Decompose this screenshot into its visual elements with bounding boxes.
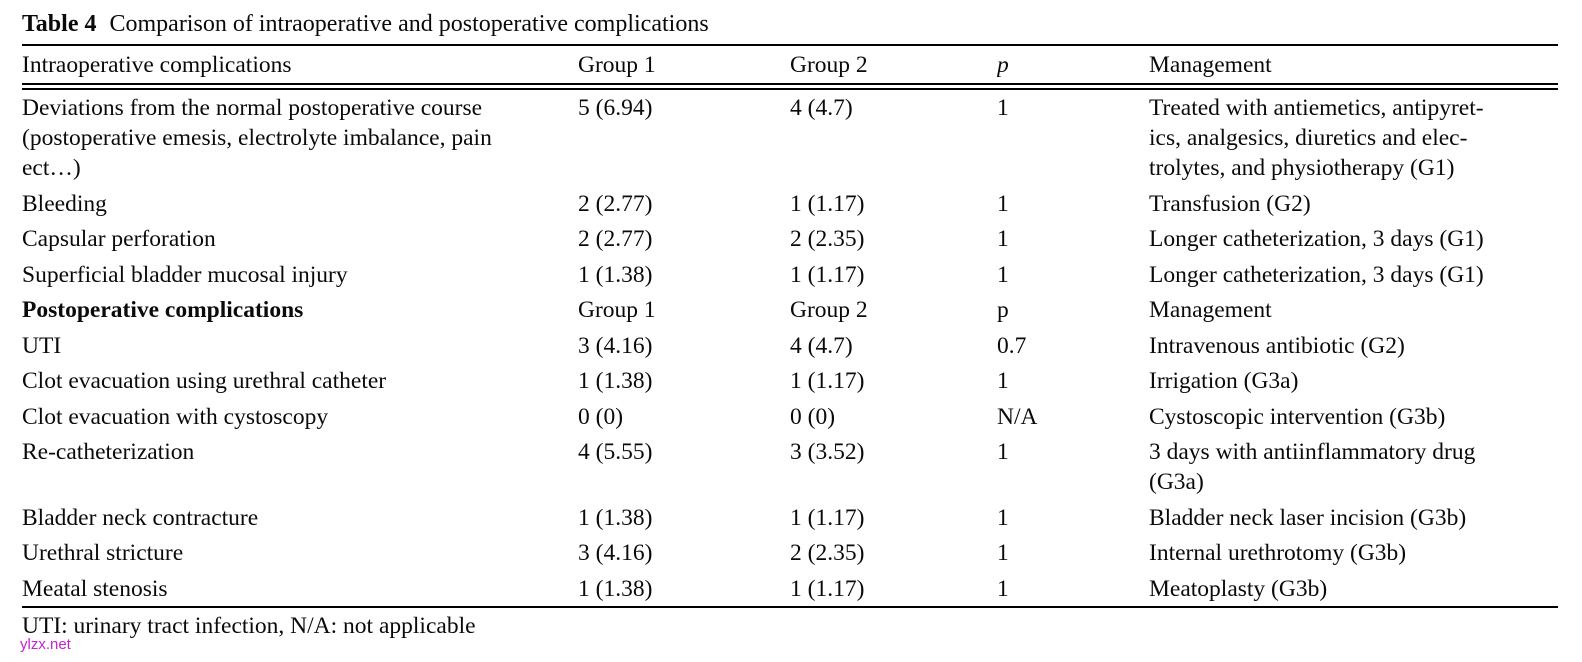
group1-cell: 4 (5.55) <box>578 439 653 465</box>
p-cell: 1 <box>997 368 1009 394</box>
complication-cell: Superficial bladder mucosal injury <box>22 261 348 288</box>
header-management: Management <box>1149 46 1558 90</box>
group2-cell: 1 (1.17) <box>790 190 865 217</box>
table-label: Table 4 <box>22 11 97 37</box>
group2-cell: 2 (2.35) <box>790 226 865 252</box>
complication-cell: Deviations from the normal postoperative… <box>22 95 492 181</box>
table-row: Clot evacuation using urethral catheter … <box>22 363 1558 399</box>
complication-cell: Clot evacuation using urethral catheter <box>22 368 387 394</box>
management-cell: Longer catheterization, 3 days (G1) <box>1149 261 1484 288</box>
management-cell: Transfusion (G2) <box>1149 190 1311 217</box>
p-cell: 1 <box>997 570 1149 608</box>
table-row: Capsular perforation 2 (2.77) 2 (2.35) 1… <box>22 221 1558 257</box>
management-cell: Treated with antiemetics, antipyret- ics… <box>1149 95 1484 181</box>
group1-cell: 0 (0) <box>578 403 624 430</box>
table-footnote: UTI: urinary tract infection, N/A: not a… <box>22 613 476 639</box>
complication-cell: Bladder neck contracture <box>22 504 259 531</box>
p-cell: N/A <box>997 403 1038 430</box>
group2-cell: 1 (1.17) <box>790 261 865 288</box>
table-row: Urethral stricture 3 (4.16) 2 (2.35) 1 I… <box>22 535 1558 571</box>
group1-cell: 1 (1.38) <box>578 504 653 531</box>
management-cell: Bladder neck laser incision (G3b) <box>1149 504 1467 531</box>
p-cell: 1 <box>997 439 1009 465</box>
group1-cell: 2 (2.77) <box>578 226 653 252</box>
management-cell: Meatoplasty (G3b) <box>1149 570 1558 608</box>
group2-cell: 1 (1.17) <box>790 570 997 608</box>
group2-cell: 4 (4.7) <box>790 95 853 121</box>
group1-cell: 1 (1.38) <box>578 261 653 288</box>
complications-table: Intraoperative complications Group 1 Gro… <box>22 46 1558 608</box>
p-cell: 1 <box>997 226 1009 252</box>
complication-cell: Urethral stricture <box>22 540 184 566</box>
table-row: Meatal stenosis 1 (1.38) 1 (1.17) 1 Meat… <box>22 570 1558 608</box>
group2-cell: 1 (1.17) <box>790 368 865 394</box>
management-cell: Cystoscopic intervention (G3b) <box>1149 403 1446 430</box>
management-cell: Longer catheterization, 3 days (G1) <box>1149 226 1484 252</box>
management-cell: Intravenous antibiotic (G2) <box>1149 332 1405 359</box>
group2-cell: 3 (3.52) <box>790 439 865 465</box>
table-row: UTI 3 (4.16) 4 (4.7) 0.7 Intravenous ant… <box>22 328 1558 364</box>
complication-cell: Clot evacuation with cystoscopy <box>22 403 329 430</box>
watermark: ylzx.net <box>20 636 71 653</box>
subheader-postoperative-complications: Postoperative complications <box>22 297 304 323</box>
complication-cell: Bleeding <box>22 190 107 217</box>
management-cell: Irrigation (G3a) <box>1149 368 1299 394</box>
p-cell: 1 <box>997 95 1009 121</box>
p-cell: 1 <box>997 190 1009 217</box>
header-group1: Group 1 <box>578 46 790 90</box>
group1-cell: 1 (1.38) <box>578 570 790 608</box>
p-cell: 1 <box>997 504 1009 531</box>
table-row: Re-catheterization 4 (5.55) 3 (3.52) 1 3… <box>22 434 1558 500</box>
group1-cell: 3 (4.16) <box>578 540 653 566</box>
header-intraoperative-complications: Intraoperative complications <box>22 46 578 90</box>
subheader-p-value: p <box>997 297 1009 323</box>
complication-cell: UTI <box>22 332 62 359</box>
management-cell: 3 days with antiinflammatory drug (G3a) <box>1149 439 1476 495</box>
group1-cell: 2 (2.77) <box>578 190 653 217</box>
table-row: Bleeding 2 (2.77) 1 (1.17) 1 Transfusion… <box>22 186 1558 222</box>
subheader-group2: Group 2 <box>790 297 868 323</box>
header-group2: Group 2 <box>790 46 997 90</box>
p-cell: 1 <box>997 261 1009 288</box>
group2-cell: 2 (2.35) <box>790 540 865 566</box>
complication-cell: Re-catheterization <box>22 439 195 465</box>
table-row: Clot evacuation with cystoscopy 0 (0) 0 … <box>22 399 1558 435</box>
subheader-group1: Group 1 <box>578 297 656 323</box>
complication-cell: Capsular perforation <box>22 226 216 252</box>
paper-table-page: Table 4 Comparison of intraoperative and … <box>22 10 1558 639</box>
group1-cell: 1 (1.38) <box>578 368 653 394</box>
group2-cell: 4 (4.7) <box>790 332 853 359</box>
subheader-row: Postoperative complications Group 1 Grou… <box>22 292 1558 328</box>
management-cell: Internal urethrotomy (G3b) <box>1149 540 1407 566</box>
table-row: Deviations from the normal postoperative… <box>22 87 1558 186</box>
p-cell: 0.7 <box>997 332 1027 359</box>
table-row: Bladder neck contracture 1 (1.38) 1 (1.1… <box>22 500 1558 536</box>
group2-cell: 0 (0) <box>790 403 836 430</box>
table-caption: Table 4 Comparison of intraoperative and … <box>22 10 1558 46</box>
group1-cell: 5 (6.94) <box>578 95 653 121</box>
table-caption-text: Comparison of intraoperative and postope… <box>109 11 709 37</box>
header-p-value: p <box>997 46 1149 90</box>
group1-cell: 3 (4.16) <box>578 332 653 359</box>
complication-cell: Meatal stenosis <box>22 570 578 608</box>
group2-cell: 1 (1.17) <box>790 504 865 531</box>
subheader-management: Management <box>1149 297 1272 323</box>
p-cell: 1 <box>997 540 1009 566</box>
table-row: Superficial bladder mucosal injury 1 (1.… <box>22 257 1558 293</box>
header-row: Intraoperative complications Group 1 Gro… <box>22 46 1558 90</box>
